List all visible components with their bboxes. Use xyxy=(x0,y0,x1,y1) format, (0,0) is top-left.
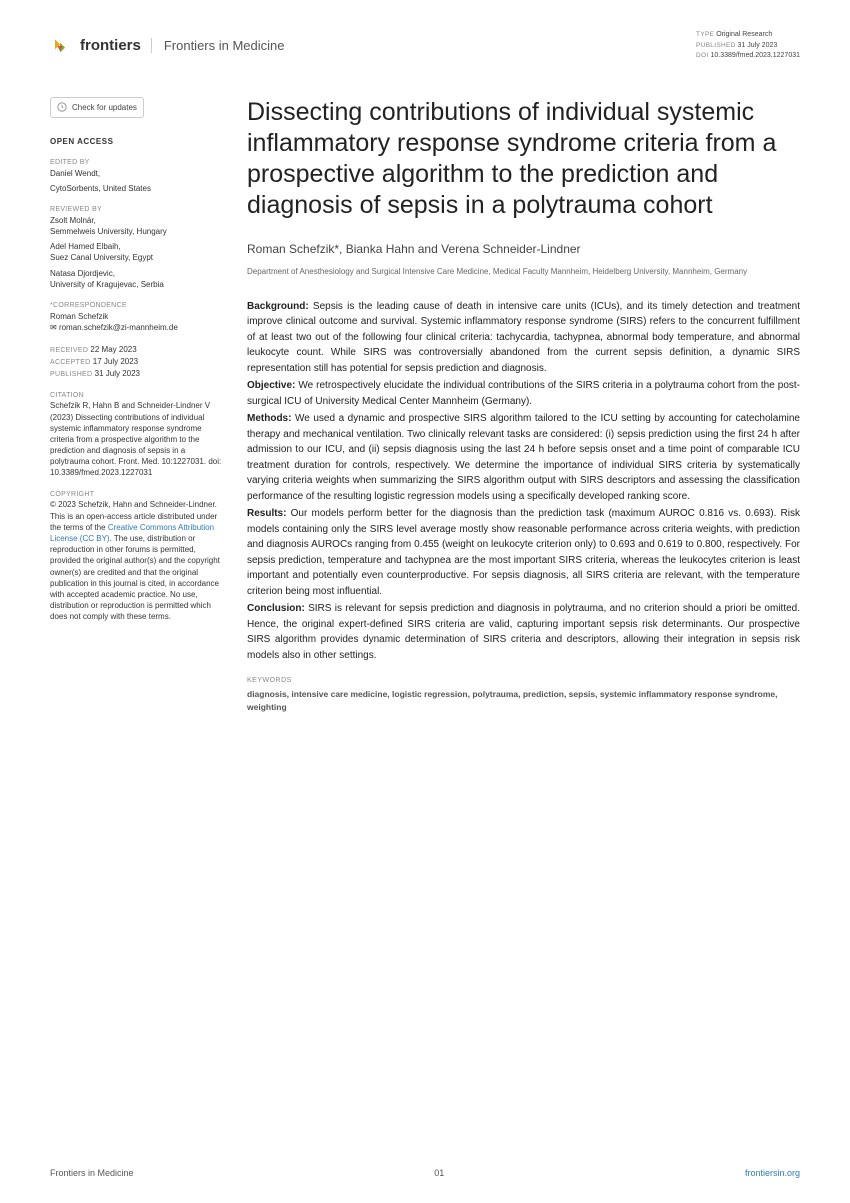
published2-value: 31 July 2023 xyxy=(95,369,140,378)
accepted-label: ACCEPTED xyxy=(50,359,91,366)
methods-text: We used a dynamic and prospective SIRS a… xyxy=(247,413,800,502)
published-label: PUBLISHED xyxy=(696,42,736,49)
reviewer-2-affil: Suez Canal University, Egypt xyxy=(50,252,225,263)
check-updates-button[interactable]: Check for updates xyxy=(50,97,144,118)
article-content: Dissecting contributions of individual s… xyxy=(247,97,800,714)
copyright-text-2: . The use, distribution or reproduction … xyxy=(50,534,220,621)
citation-section: CITATION Schefzik R, Hahn B and Schneide… xyxy=(50,391,225,479)
citation-label: CITATION xyxy=(50,391,225,401)
footer: Frontiers in Medicine 01 frontiersin.org xyxy=(50,1168,800,1178)
editor-affiliation: CytoSorbents, United States xyxy=(50,183,225,194)
affiliation: Department of Anesthesiology and Surgica… xyxy=(247,266,800,277)
corr-name: Roman Schefzik xyxy=(50,311,225,322)
accepted-value: 17 July 2023 xyxy=(93,357,138,366)
keywords: diagnosis, intensive care medicine, logi… xyxy=(247,688,800,714)
copyright-section: COPYRIGHT © 2023 Schefzik, Hahn and Schn… xyxy=(50,490,225,623)
footer-link[interactable]: frontiersin.org xyxy=(745,1168,800,1178)
type-label: TYPE xyxy=(696,31,714,38)
received-value: 22 May 2023 xyxy=(90,345,136,354)
citation-text: Schefzik R, Hahn B and Schneider-Lindner… xyxy=(50,400,225,478)
frontiers-logo-icon xyxy=(50,36,70,56)
article-title: Dissecting contributions of individual s… xyxy=(247,97,800,222)
reviewer-2-name: Adel Hamed Elbaih, xyxy=(50,241,225,252)
sidebar: Check for updates OPEN ACCESS EDITED BY … xyxy=(50,97,225,714)
type-value: Original Research xyxy=(716,31,772,38)
keywords-label: KEYWORDS xyxy=(247,677,800,684)
reviewer-3-affil: University of Kragujevac, Serbia xyxy=(50,279,225,290)
footer-page-number: 01 xyxy=(434,1168,444,1178)
correspondence-label: *CORRESPONDENCE xyxy=(50,301,225,311)
open-access-heading: OPEN ACCESS xyxy=(50,136,225,147)
objective-label: Objective: xyxy=(247,380,295,391)
brand: frontiers Frontiers in Medicine xyxy=(50,36,285,56)
reviewer-2: Adel Hamed Elbaih, Suez Canal University… xyxy=(50,241,225,263)
journal-name: Frontiers in Medicine xyxy=(151,38,285,53)
header-bar: frontiers Frontiers in Medicine TYPE Ori… xyxy=(50,30,800,62)
background-label: Background: xyxy=(247,301,309,312)
published2-label: PUBLISHED xyxy=(50,371,92,378)
editor-name: Daniel Wendt, xyxy=(50,168,225,179)
reviewed-by-section: REVIEWED BY Zsolt Molnár, Semmelweis Uni… xyxy=(50,205,225,290)
footer-left: Frontiers in Medicine xyxy=(50,1168,134,1178)
results-text: Our models perform better for the diagno… xyxy=(247,508,800,597)
reviewer-3: Natasa Djordjevic, University of Kraguje… xyxy=(50,268,225,290)
results-label: Results: xyxy=(247,508,286,519)
reviewer-1: Zsolt Molnár, Semmelweis University, Hun… xyxy=(50,215,225,237)
dates-section: RECEIVED 22 May 2023 ACCEPTED 17 July 20… xyxy=(50,344,225,379)
doi-value: 10.3389/fmed.2023.1227031 xyxy=(710,52,800,59)
objective-text: We retrospectively elucidate the individ… xyxy=(247,380,800,407)
corr-email-row: ✉ roman.schefzik@zi-mannheim.de xyxy=(50,322,225,333)
corr-email[interactable]: roman.schefzik@zi-mannheim.de xyxy=(59,323,178,332)
updates-icon xyxy=(57,102,67,112)
abstract: Background: Sepsis is the leading cause … xyxy=(247,299,800,664)
page: frontiers Frontiers in Medicine TYPE Ori… xyxy=(0,0,850,1203)
publication-meta: TYPE Original Research PUBLISHED 31 July… xyxy=(696,30,800,62)
check-updates-label: Check for updates xyxy=(72,102,137,113)
edited-by-section: EDITED BY Daniel Wendt, CytoSorbents, Un… xyxy=(50,158,225,194)
authors: Roman Schefzik*, Bianka Hahn and Verena … xyxy=(247,242,800,256)
email-icon: ✉ xyxy=(50,323,57,332)
correspondence-section: *CORRESPONDENCE Roman Schefzik ✉ roman.s… xyxy=(50,301,225,333)
methods-label: Methods: xyxy=(247,413,291,424)
reviewer-1-name: Zsolt Molnár, xyxy=(50,215,225,226)
conclusion-text: SIRS is relevant for sepsis prediction a… xyxy=(247,603,800,661)
background-text: Sepsis is the leading cause of death in … xyxy=(247,301,800,374)
brand-name: frontiers xyxy=(80,37,141,54)
open-access-section: OPEN ACCESS xyxy=(50,136,225,147)
published-value: 31 July 2023 xyxy=(738,42,778,49)
main-row: Check for updates OPEN ACCESS EDITED BY … xyxy=(50,97,800,714)
copyright-label: COPYRIGHT xyxy=(50,490,225,500)
reviewed-by-label: REVIEWED BY xyxy=(50,205,225,215)
received-label: RECEIVED xyxy=(50,347,88,354)
copyright-text: © 2023 Schefzik, Hahn and Schneider-Lind… xyxy=(50,499,225,622)
reviewer-1-affil: Semmelweis University, Hungary xyxy=(50,226,225,237)
doi-label: DOI xyxy=(696,52,708,59)
edited-by-label: EDITED BY xyxy=(50,158,225,168)
reviewer-3-name: Natasa Djordjevic, xyxy=(50,268,225,279)
conclusion-label: Conclusion: xyxy=(247,603,305,614)
